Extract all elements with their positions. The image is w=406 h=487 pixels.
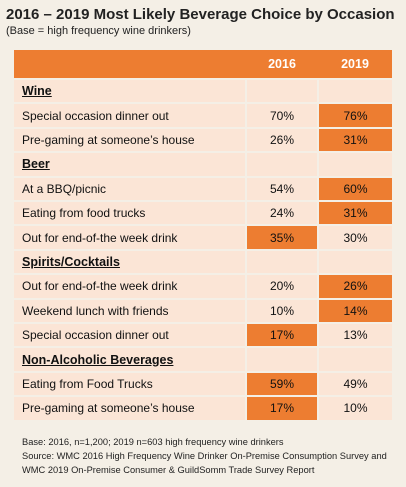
section-row	[14, 250, 245, 274]
row-label: Out for end-of-the week drink	[22, 230, 178, 245]
column-header: 2019	[341, 57, 369, 71]
highlight-cell: 76%	[319, 104, 392, 127]
footnote: Source: WMC 2016 High Frequency Wine Dri…	[22, 451, 387, 461]
column-header: 2016	[268, 57, 296, 71]
highlight-cell: 60%	[319, 177, 392, 200]
value-cell: 24%	[247, 202, 317, 225]
highlight-cell: 31%	[319, 128, 392, 152]
section-label: Spirits/Cocktails	[22, 254, 120, 269]
value-cell: 13%	[319, 324, 392, 347]
section-row	[14, 153, 245, 176]
section-label: Non-Alcoholic Beverages	[22, 352, 174, 367]
section-cell	[319, 348, 392, 371]
row-bg	[14, 104, 245, 127]
footnote: Base: 2016, n=1,200; 2019 n=603 high fre…	[22, 437, 284, 447]
section-label: Beer	[22, 157, 50, 172]
row-bg	[14, 324, 245, 347]
section-cell	[247, 80, 317, 103]
value-cell: 20%	[247, 275, 317, 298]
row-bg	[14, 397, 245, 420]
row-bg	[14, 226, 245, 249]
value-cell: 54%	[247, 177, 317, 200]
section-cell	[319, 80, 392, 103]
highlight-cell: 35%	[247, 226, 317, 249]
section-cell	[247, 153, 317, 176]
row-label: Out for end-of-the week drink	[22, 279, 178, 294]
highlight-cell: 14%	[319, 299, 392, 322]
value-cell: 10%	[319, 397, 392, 420]
row-label: Pre-gaming at someone’s house	[22, 132, 195, 147]
subtitle: (Base = high frequency wine drinkers)	[6, 25, 191, 37]
row-label: Eating from Food Trucks	[22, 376, 153, 391]
value-cell: 49%	[319, 372, 392, 396]
row-label: Pre-gaming at someone’s house	[22, 401, 195, 416]
header-row	[14, 50, 392, 78]
value-cell: 30%	[319, 226, 392, 249]
section-cell	[319, 250, 392, 274]
row-bg	[14, 372, 245, 396]
value-cell: 10%	[247, 299, 317, 322]
title: 2016 – 2019 Most Likely Beverage Choice …	[6, 6, 395, 23]
row-bg	[14, 299, 245, 322]
value-cell: 70%	[247, 104, 317, 127]
row-label: At a BBQ/picnic	[22, 181, 107, 196]
row-bg	[14, 128, 245, 152]
section-row	[14, 80, 245, 103]
highlight-cell: 59%	[247, 372, 317, 396]
highlight-cell: 26%	[319, 275, 392, 298]
row-label: Special occasion dinner out	[22, 328, 169, 343]
row-label: Weekend lunch with friends	[22, 303, 169, 318]
row-bg	[14, 202, 245, 225]
section-cell	[247, 348, 317, 371]
section-row	[14, 348, 245, 371]
value-cell: 26%	[247, 128, 317, 152]
section-cell	[247, 250, 317, 274]
section-label: Wine	[22, 84, 52, 99]
row-bg	[14, 275, 245, 298]
row-label: Eating from food trucks	[22, 206, 146, 221]
row-bg	[14, 177, 245, 200]
highlight-cell: 17%	[247, 324, 317, 347]
footnote: WMC 2019 On-Premise Consumer & GuildSomm…	[22, 465, 315, 475]
row-label: Special occasion dinner out	[22, 108, 169, 123]
section-cell	[319, 153, 392, 176]
highlight-cell: 31%	[319, 202, 392, 225]
highlight-cell: 17%	[247, 397, 317, 420]
